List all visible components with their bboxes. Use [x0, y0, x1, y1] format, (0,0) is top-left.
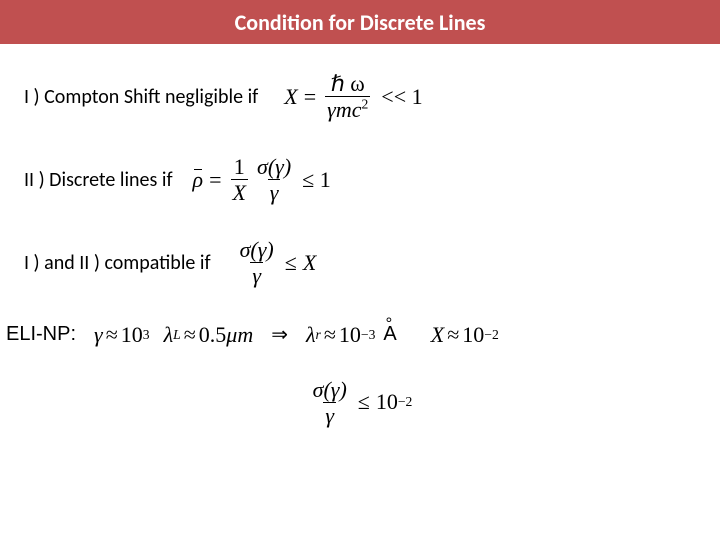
row-eli-np: ELI-NP: γ ≈ 103 λL ≈ 0.5μm ⇒ λr ≈ 10−3 A… — [6, 322, 696, 348]
den-compton: γmc2 — [325, 96, 370, 121]
eli-lambdar: λr ≈ 10−3 — [306, 322, 375, 348]
eq-sign-2: = — [209, 167, 221, 193]
eli-gamma-val: 10 — [121, 322, 143, 348]
row-compton: I ) Compton Shift negligible if X = ℏ ω … — [24, 72, 696, 121]
eq-sign: = — [304, 84, 316, 110]
rel-discrete: ≤ 1 — [302, 167, 331, 193]
label-compatible: I ) and II ) compatible if — [24, 251, 211, 275]
formula-discrete: ρ = 1 X σ(γ) γ ≤ 1 — [193, 155, 337, 204]
fraction-sigma-gamma: σ(γ) γ — [255, 155, 293, 204]
fraction-1overX: 1 X — [231, 155, 248, 204]
eli-lr-rel: ≈ — [324, 322, 336, 348]
eli-lr-val: 10 — [339, 322, 361, 348]
eli-gamma-rel: ≈ — [106, 322, 118, 348]
eli-lL-rel: ≈ — [184, 322, 196, 348]
formula-final: σ(γ) γ ≤ 10−2 — [308, 378, 413, 427]
eli-lL-mu: μ — [226, 322, 237, 348]
num-sigma: σ(γ) — [255, 155, 293, 179]
den-gamma: γ — [327, 97, 336, 122]
label-compton: I ) Compton Shift negligible if — [24, 85, 258, 109]
rel-compton: << 1 — [381, 84, 422, 110]
label-discrete: II ) Discrete lines if — [24, 168, 173, 192]
sym-X: X — [284, 84, 297, 110]
eli-X-rel: ≈ — [447, 322, 459, 348]
den-gamma-3: γ — [250, 262, 263, 287]
den-gamma-2: γ — [268, 179, 281, 204]
sym-rho: ρ — [193, 167, 204, 193]
eli-gamma: γ ≈ 103 — [94, 322, 150, 348]
page-title: Condition for Discrete Lines — [235, 9, 486, 36]
eli-lL-m: m — [237, 322, 253, 348]
val-final: 10 — [376, 389, 398, 415]
den-X: X — [231, 179, 248, 204]
title-bar: Condition for Discrete Lines — [0, 0, 720, 44]
rel-compat: ≤ — [285, 250, 297, 276]
fraction-compton: ℏ ω γmc2 — [325, 72, 370, 121]
den-m: m — [336, 97, 352, 122]
eli-lambdaL: λL ≈ 0.5μm — [164, 322, 254, 348]
eli-gamma-sym: γ — [94, 322, 103, 348]
num-text: ℏ ω — [331, 71, 365, 96]
eli-lL-sym: λ — [164, 322, 174, 348]
row-final: σ(γ) γ ≤ 10−2 — [24, 378, 696, 427]
num-sigma-2: σ(γ) — [238, 238, 276, 262]
formula-compton: X = ℏ ω γmc2 << 1 — [284, 72, 428, 121]
eli-X: X ≈ 10−2 — [431, 322, 499, 348]
arrow-implies: ⇒ — [271, 322, 288, 347]
rel-final: ≤ — [358, 389, 370, 415]
eli-X-val: 10 — [462, 322, 484, 348]
label-eli: ELI-NP: — [6, 323, 76, 346]
fraction-sigma-gamma-3: σ(γ) γ — [311, 378, 349, 427]
row-discrete: II ) Discrete lines if ρ = 1 X σ(γ) γ ≤ … — [24, 155, 696, 204]
eli-X-sym: X — [431, 322, 444, 348]
sym-X-2: X — [303, 250, 316, 276]
content-area: I ) Compton Shift negligible if X = ℏ ω … — [0, 44, 720, 427]
row-compatible: I ) and II ) compatible if σ(γ) γ ≤ X — [24, 238, 696, 287]
den-exp: 2 — [361, 97, 368, 112]
formula-compatible: σ(γ) γ ≤ X — [235, 238, 317, 287]
num-compton: ℏ ω — [329, 72, 367, 96]
num-1: 1 — [232, 155, 247, 179]
eli-lr-sym: λ — [306, 322, 316, 348]
fraction-sigma-gamma-2: σ(γ) γ — [238, 238, 276, 287]
angstrom: A — [383, 323, 396, 346]
num-sigma-3: σ(γ) — [311, 378, 349, 402]
eli-lL-val: 0.5 — [199, 322, 227, 348]
den-gamma-4: γ — [323, 402, 336, 427]
